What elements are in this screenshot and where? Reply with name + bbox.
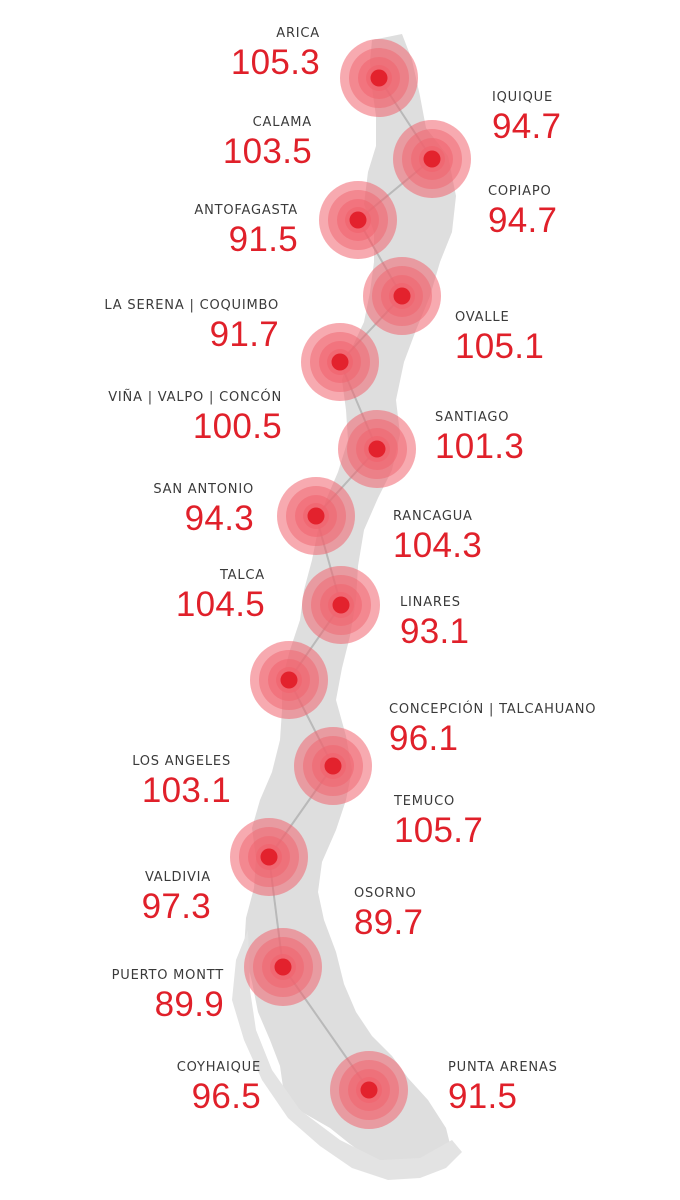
city-value: 105.1 bbox=[455, 327, 545, 366]
city-name: TEMUCO bbox=[394, 794, 455, 809]
marker-dot bbox=[331, 353, 349, 371]
city-label: OVALLE 105.1 bbox=[455, 311, 544, 364]
city-name: SANTIAGO bbox=[435, 410, 510, 425]
marker-dot bbox=[368, 440, 386, 458]
city-value: 104.3 bbox=[393, 526, 483, 565]
city-name: VALDIVIA bbox=[144, 870, 211, 885]
location-marker[interactable] bbox=[294, 727, 372, 805]
city-value: 94.7 bbox=[488, 201, 558, 240]
city-label: ARICA 105.3 bbox=[231, 27, 320, 80]
marker-dot bbox=[260, 848, 278, 866]
city-label: LOS ANGELES 103.1 bbox=[132, 755, 231, 808]
city-value: 105.7 bbox=[394, 811, 484, 850]
city-value: 100.5 bbox=[192, 407, 282, 446]
location-marker[interactable] bbox=[330, 1051, 408, 1129]
marker-dot bbox=[423, 150, 441, 168]
city-name: ANTOFAGASTA bbox=[194, 203, 298, 218]
location-marker[interactable] bbox=[244, 928, 322, 1006]
location-marker[interactable] bbox=[302, 566, 380, 644]
city-name: ARICA bbox=[276, 26, 320, 41]
city-value: 91.5 bbox=[448, 1077, 518, 1116]
city-label: SAN ANTONIO 94.3 bbox=[153, 483, 254, 536]
city-name: CONCEPCIÓN | TALCAHUANO bbox=[389, 702, 597, 717]
location-marker[interactable] bbox=[230, 818, 308, 896]
marker-dot bbox=[360, 1081, 378, 1099]
city-value: 96.1 bbox=[389, 719, 459, 758]
city-value: 94.7 bbox=[492, 107, 562, 146]
city-label: TALCA 104.5 bbox=[176, 569, 265, 622]
city-name: COYHAIQUE bbox=[176, 1060, 261, 1075]
city-value: 96.5 bbox=[191, 1077, 261, 1116]
city-name: VIÑA | VALPO | CONCÓN bbox=[108, 390, 282, 405]
city-label: LINARES 93.1 bbox=[400, 596, 469, 649]
city-value: 94.3 bbox=[184, 499, 254, 538]
patagonia-islands bbox=[232, 930, 462, 1180]
city-label: PUNTA ARENAS 91.5 bbox=[448, 1061, 558, 1114]
location-marker[interactable] bbox=[340, 39, 418, 117]
city-label: COYHAIQUE 96.5 bbox=[177, 1061, 261, 1114]
location-marker[interactable] bbox=[363, 257, 441, 335]
city-label: RANCAGUA 104.3 bbox=[393, 510, 482, 563]
city-value: 105.3 bbox=[230, 43, 320, 82]
city-markers bbox=[230, 39, 471, 1129]
marker-dot bbox=[370, 69, 388, 87]
city-label: LA SERENA | COQUIMBO 91.7 bbox=[104, 299, 279, 352]
city-value: 91.5 bbox=[228, 220, 298, 259]
city-label: TEMUCO 105.7 bbox=[394, 795, 483, 848]
city-label: SANTIAGO 101.3 bbox=[435, 411, 524, 464]
city-label: PUERTO MONTT 89.9 bbox=[112, 969, 224, 1022]
location-marker[interactable] bbox=[338, 410, 416, 488]
city-value: 91.7 bbox=[209, 315, 279, 354]
city-name: PUNTA ARENAS bbox=[448, 1060, 558, 1075]
city-value: 103.1 bbox=[141, 771, 231, 810]
marker-dot bbox=[280, 671, 298, 689]
location-marker[interactable] bbox=[250, 641, 328, 719]
city-name: IQUIQUE bbox=[492, 90, 553, 105]
marker-dot bbox=[393, 287, 411, 305]
city-label: VIÑA | VALPO | CONCÓN 100.5 bbox=[108, 391, 282, 444]
city-name: TALCA bbox=[219, 568, 265, 583]
city-label: ANTOFAGASTA 91.5 bbox=[194, 204, 298, 257]
city-value: 103.5 bbox=[222, 132, 312, 171]
marker-dot bbox=[324, 757, 342, 775]
city-label: OSORNO 89.7 bbox=[354, 887, 423, 940]
city-name: PUERTO MONTT bbox=[111, 968, 224, 983]
city-name: LA SERENA | COQUIMBO bbox=[104, 298, 279, 313]
city-value: 93.1 bbox=[400, 612, 470, 651]
location-marker[interactable] bbox=[319, 181, 397, 259]
city-label: VALDIVIA 97.3 bbox=[142, 871, 211, 924]
city-label: CONCEPCIÓN | TALCAHUANO 96.1 bbox=[389, 703, 596, 756]
city-label: CALAMA 103.5 bbox=[223, 116, 312, 169]
city-value: 104.5 bbox=[175, 585, 265, 624]
city-name: RANCAGUA bbox=[393, 509, 473, 524]
marker-dot bbox=[274, 958, 292, 976]
marker-dot bbox=[349, 211, 367, 229]
city-name: LOS ANGELES bbox=[132, 754, 231, 769]
location-marker[interactable] bbox=[277, 477, 355, 555]
city-label: IQUIQUE 94.7 bbox=[492, 91, 561, 144]
city-value: 101.3 bbox=[435, 427, 525, 466]
city-name: LINARES bbox=[400, 595, 461, 610]
city-value: 89.9 bbox=[154, 985, 224, 1024]
city-name: CALAMA bbox=[252, 115, 312, 130]
city-value: 97.3 bbox=[141, 887, 211, 926]
city-name: COPIAPO bbox=[488, 184, 552, 199]
city-name: OSORNO bbox=[354, 886, 417, 901]
location-marker[interactable] bbox=[301, 323, 379, 401]
city-name: SAN ANTONIO bbox=[153, 482, 254, 497]
location-marker[interactable] bbox=[393, 120, 471, 198]
city-name: OVALLE bbox=[455, 310, 510, 325]
city-value: 89.7 bbox=[354, 903, 424, 942]
marker-dot bbox=[332, 596, 350, 614]
marker-dot bbox=[307, 507, 325, 525]
city-label: COPIAPO 94.7 bbox=[488, 185, 557, 238]
